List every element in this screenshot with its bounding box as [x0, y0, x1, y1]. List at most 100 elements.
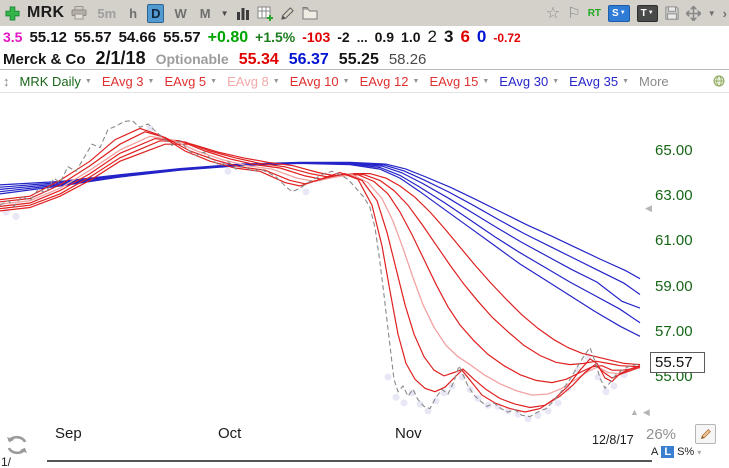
scale-toggle-s[interactable]: S%	[677, 446, 695, 458]
timeframe-5m[interactable]: 5m	[97, 5, 117, 21]
symbol-label[interactable]: MRK	[27, 4, 65, 21]
price-dot	[574, 366, 582, 374]
info-value: 55.25	[338, 51, 379, 68]
scale-toggle-group: A L S% ▾	[651, 446, 701, 458]
quote-value: 1.0	[401, 29, 421, 45]
quote-value: 55.57	[74, 29, 112, 46]
reorder-updown-icon[interactable]: ↕	[3, 73, 10, 89]
favorite-star-icon[interactable]: ☆	[545, 5, 561, 22]
scale-toggle-l[interactable]: L	[661, 446, 675, 458]
axis-collapse-icon[interactable]: ◀	[645, 203, 652, 213]
add-indicator-table-icon[interactable]	[257, 5, 273, 21]
timeframe-h[interactable]: h	[129, 5, 138, 21]
quote-value: +1.5%	[255, 29, 296, 45]
price-axis-label: 63.00	[655, 187, 693, 205]
indicator-chip-label: EAvg 15	[429, 73, 479, 89]
cursor-date-label: 12/8/17	[592, 433, 634, 447]
add-symbol-icon[interactable]	[5, 5, 20, 21]
series-eavg-10	[0, 137, 641, 384]
price-dot	[400, 399, 408, 407]
chevron-down-icon: ▾	[697, 447, 702, 457]
timeframe-m[interactable]: M	[199, 5, 211, 21]
quote-value: 54.66	[118, 29, 157, 46]
scan-button[interactable]: S ▼	[608, 4, 630, 22]
series-eavg-8	[0, 135, 641, 396]
last-price-box: 55.57	[650, 352, 705, 373]
expand-chevron-icon[interactable]: ›	[722, 5, 727, 21]
price-dot	[610, 382, 618, 390]
price-dot	[432, 397, 440, 405]
quote-value: +0.80	[207, 29, 249, 46]
indicator-chip-eavg-3[interactable]: EAvg 3 ▼	[102, 74, 155, 89]
timeframe-dropdown-icon[interactable]: ▼	[220, 8, 229, 18]
series-eavg-3	[0, 127, 641, 413]
price-dot	[424, 407, 432, 415]
indicator-chip-eavg-35[interactable]: EAvg 35 ▼	[569, 74, 629, 89]
indicator-chip-label: EAvg 30	[499, 73, 549, 89]
more-dropdown-icon[interactable]: ▼	[707, 8, 716, 18]
indicator-chip-label: MRK Daily	[19, 73, 81, 89]
save-icon[interactable]	[665, 6, 679, 20]
quote-value: -0.72	[493, 31, 521, 45]
info-value: 55.34	[238, 51, 279, 68]
indicator-chip-more[interactable]: More	[639, 74, 669, 89]
price-dot	[602, 388, 610, 396]
note-pencil-button[interactable]	[695, 424, 716, 444]
quote-value: 55.12	[29, 29, 68, 46]
refresh-icon[interactable]	[3, 434, 31, 461]
indicator-chip-label: EAvg 8	[227, 73, 269, 89]
price-axis-label: 59.00	[655, 277, 693, 295]
template-button[interactable]: T ▼	[636, 4, 658, 22]
globe-icon[interactable]	[713, 75, 725, 87]
price-dot	[534, 411, 542, 419]
indicator-chip-eavg-8[interactable]: EAvg 8 ▼	[227, 74, 280, 89]
indicator-chip-mrk-daily[interactable]: MRK Daily ▼	[20, 74, 92, 89]
print-icon[interactable]	[71, 6, 87, 20]
chevron-down-icon: ▼	[147, 77, 155, 85]
price-dot	[544, 407, 552, 415]
indicator-chip-eavg-15[interactable]: EAvg 15 ▼	[429, 74, 489, 89]
price-dot	[554, 399, 562, 407]
indicator-chip-label: EAvg 5	[164, 73, 207, 89]
timeframe-w[interactable]: W	[174, 5, 187, 21]
info-value: 56.37	[288, 51, 329, 68]
price-dot	[224, 167, 232, 175]
month-label-nov: Nov	[395, 425, 422, 442]
chevron-down-icon: ▼	[482, 77, 490, 85]
price-dot	[384, 373, 392, 381]
timeframe-d[interactable]: D	[147, 3, 165, 23]
quote-value: -103	[302, 29, 331, 45]
quote-value: 0	[476, 27, 487, 46]
chevron-down-icon: ▼	[272, 77, 280, 85]
price-axis-label: 65.00	[655, 142, 693, 159]
price-dot	[416, 400, 424, 408]
scale-toggle-a[interactable]: A	[651, 446, 659, 458]
quote-row: 3.5 55.12 55.57 54.66 55.57 +0.80 +1.5% -103 -2.…	[0, 26, 729, 48]
quote-value: 2	[427, 27, 437, 46]
chevron-down-icon: ▼	[210, 77, 218, 85]
info-value: Merck & Co	[3, 51, 86, 68]
chevron-down-icon: ▼	[412, 77, 420, 85]
series-ema-blue-extra-2	[0, 162, 641, 295]
price-dot	[302, 188, 310, 196]
flag-icon[interactable]: ⚐	[567, 5, 581, 22]
bar-chart-icon[interactable]	[236, 6, 250, 20]
series-price-dashed	[0, 119, 641, 418]
zoom-percent-label[interactable]: 26%	[646, 426, 677, 443]
price-dot	[12, 213, 20, 220]
indicator-chip-eavg-30[interactable]: EAvg 30 ▼	[499, 74, 559, 89]
draw-pencil-icon[interactable]	[280, 6, 295, 21]
indicator-chip-eavg-10[interactable]: EAvg 10 ▼	[290, 74, 350, 89]
indicator-chip-eavg-5[interactable]: EAvg 5 ▼	[164, 74, 217, 89]
indicator-chip-label: EAvg 3	[101, 73, 144, 89]
indicator-chip-eavg-12[interactable]: EAvg 12 ▼	[360, 74, 420, 89]
price-dot	[440, 389, 448, 397]
info-value: Optionable	[155, 51, 229, 67]
move-icon[interactable]	[685, 5, 701, 21]
price-chart[interactable]	[0, 93, 729, 468]
scroll-arrows-icon[interactable]: ▲◀	[630, 407, 654, 417]
price-dot	[392, 393, 400, 401]
info-value: 2/1/18	[95, 48, 146, 68]
folder-icon[interactable]	[302, 6, 318, 20]
price-dot	[514, 410, 522, 418]
